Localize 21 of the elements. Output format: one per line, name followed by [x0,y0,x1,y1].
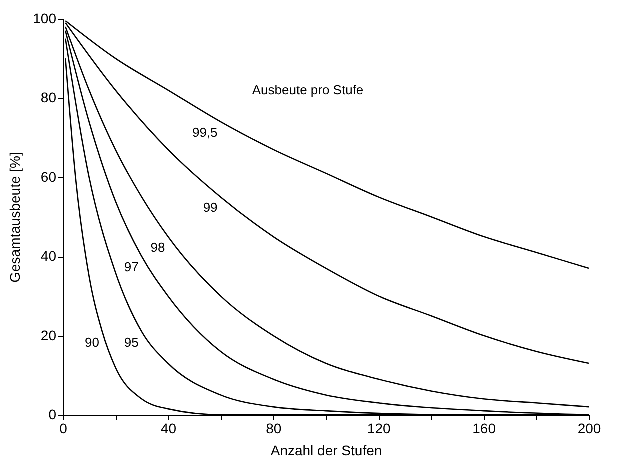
x-tick-label: 0 [60,420,68,436]
x-tick-label: 120 [367,420,391,436]
series-label: 97 [124,260,139,275]
x-tick-label: 160 [472,420,496,436]
x-axis-title: Anzahl der Stufen [270,442,382,458]
y-axis-title: Gesamtausbeute [%] [7,152,24,283]
x-tick-label: 40 [160,420,177,436]
legend-title: Ausbeute pro Stufe [252,82,364,98]
series-label: 98 [150,240,166,255]
series-label: 99 [203,200,218,216]
series-label: 99,5 [192,124,218,140]
y-tick-label: 60 [40,168,57,185]
series-label: 90 [84,334,100,350]
y-tick-label: 80 [40,90,57,106]
y-tick-label: 100 [33,10,57,26]
y-tick-label: 40 [40,248,57,264]
series-label: 95 [124,334,139,350]
y-tick-label: 20 [40,327,57,344]
y-tick-label: 0 [48,406,57,422]
x-tick-label: 200 [578,420,602,436]
x-tick-label: 80 [266,420,282,436]
